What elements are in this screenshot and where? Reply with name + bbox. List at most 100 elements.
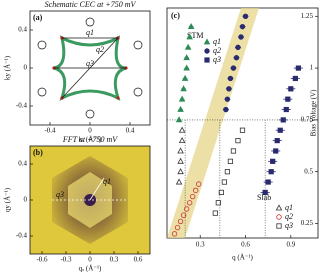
data-point bbox=[262, 189, 268, 196]
x-axis-label: kₓ (Å⁻¹) bbox=[79, 136, 102, 144]
x-tick-label: -0.6 bbox=[36, 256, 48, 264]
x-tick-label: -0.3 bbox=[60, 256, 72, 264]
data-point bbox=[180, 85, 187, 92]
data-point bbox=[186, 33, 193, 40]
x-tick-label: 0.3 bbox=[110, 256, 119, 264]
data-point bbox=[218, 189, 224, 196]
data-point bbox=[233, 55, 240, 61]
y-tick-label: 0.4 bbox=[18, 160, 27, 168]
data-point bbox=[221, 179, 227, 185]
x-axis-label: q (Å⁻¹) bbox=[232, 254, 253, 262]
y-tick-label: -0.4 bbox=[16, 102, 28, 110]
q-label: q1 bbox=[86, 28, 94, 37]
data-point bbox=[273, 148, 279, 154]
data-point bbox=[180, 212, 187, 218]
data-point bbox=[277, 127, 283, 133]
data-point bbox=[285, 96, 291, 102]
data-point bbox=[235, 44, 241, 51]
data-point bbox=[270, 158, 276, 164]
data-point bbox=[224, 169, 230, 175]
data-point bbox=[224, 96, 231, 102]
q-label: q1 bbox=[103, 177, 111, 186]
y-tick-label: 0.25 bbox=[301, 219, 314, 227]
legend-label: q1 bbox=[285, 203, 293, 212]
data-point bbox=[178, 126, 186, 133]
legend-label: q2 bbox=[285, 212, 293, 221]
legend-marker bbox=[203, 38, 211, 45]
data-point bbox=[178, 95, 186, 102]
legend-marker bbox=[275, 204, 283, 211]
y-tick-label: 0.5 bbox=[304, 167, 313, 175]
data-point bbox=[186, 200, 193, 206]
data-point bbox=[227, 75, 234, 82]
data-point bbox=[227, 158, 234, 164]
data-point bbox=[189, 193, 196, 200]
panel-b-title: FFT at +750 mV bbox=[62, 135, 118, 144]
y-tick-label: 1.25 bbox=[301, 12, 314, 20]
legend-label: q1 bbox=[213, 37, 221, 46]
data-point bbox=[239, 127, 246, 133]
x-tick-label: 0.4 bbox=[126, 127, 135, 135]
x-tick-label: 0.9 bbox=[286, 241, 295, 249]
data-point bbox=[242, 13, 249, 19]
panel-label: (c) bbox=[171, 11, 180, 20]
data-point bbox=[274, 138, 280, 144]
y-axis-label: Bias Voltage (V) bbox=[310, 89, 318, 136]
panel-label: (a) bbox=[33, 13, 43, 22]
data-point bbox=[174, 224, 181, 231]
q-label: q2 bbox=[96, 45, 104, 54]
x-tick-label: -0.4 bbox=[44, 127, 56, 135]
y-axis-label: ky (Å⁻¹) bbox=[4, 55, 12, 80]
data-point bbox=[283, 106, 289, 113]
x-axis-label: qₓ (Å⁻¹) bbox=[79, 265, 102, 273]
data-point bbox=[230, 148, 237, 154]
data-point bbox=[177, 168, 184, 175]
data-point bbox=[223, 106, 229, 113]
legend-marker bbox=[276, 223, 282, 229]
data-point bbox=[265, 179, 271, 185]
data-point bbox=[288, 86, 294, 92]
data-point bbox=[177, 105, 184, 112]
x-tick-label: 0.6 bbox=[134, 256, 143, 264]
data-point bbox=[238, 34, 244, 40]
spin-symbols bbox=[37, 17, 143, 119]
x-tick-label: 0 bbox=[88, 127, 92, 135]
data-point bbox=[181, 74, 189, 81]
y-tick-label: 0.75 bbox=[301, 116, 314, 124]
q-label: q3 bbox=[86, 59, 94, 68]
data-point bbox=[230, 65, 237, 71]
data-point bbox=[196, 181, 202, 187]
legend-marker bbox=[204, 57, 210, 63]
data-point bbox=[171, 231, 178, 237]
legend-label: q3 bbox=[285, 221, 293, 230]
data-point bbox=[215, 200, 221, 206]
data-point bbox=[268, 169, 274, 175]
theory-band bbox=[167, 8, 259, 238]
data-point bbox=[192, 187, 199, 194]
y-tick-label: 0.4 bbox=[18, 26, 27, 34]
q1-arrow bbox=[89, 177, 105, 201]
data-point bbox=[187, 23, 195, 30]
data-point bbox=[183, 206, 190, 212]
data-point bbox=[239, 23, 246, 30]
y-axis-label: qy (Å⁻¹) bbox=[4, 187, 12, 212]
data-point bbox=[177, 218, 184, 225]
panel-label: (b) bbox=[33, 148, 43, 157]
data-point bbox=[295, 65, 301, 71]
data-point bbox=[175, 178, 183, 185]
data-point bbox=[226, 86, 232, 92]
y-tick-label: 0 bbox=[24, 196, 28, 204]
data-point bbox=[183, 64, 190, 71]
data-point bbox=[235, 138, 241, 144]
data-point bbox=[177, 157, 184, 164]
data-point bbox=[175, 116, 183, 123]
panel-a-title: Schematic CEC at +750 mV bbox=[45, 0, 137, 9]
x-tick-label: 0.6 bbox=[241, 241, 250, 249]
y-tick-label: 1 bbox=[310, 64, 314, 72]
data-point bbox=[184, 43, 192, 50]
legend-label: q3 bbox=[213, 55, 221, 64]
data-point bbox=[177, 147, 184, 154]
y-tick-label: 0 bbox=[24, 64, 28, 72]
x-tick-label: 0 bbox=[88, 256, 92, 264]
